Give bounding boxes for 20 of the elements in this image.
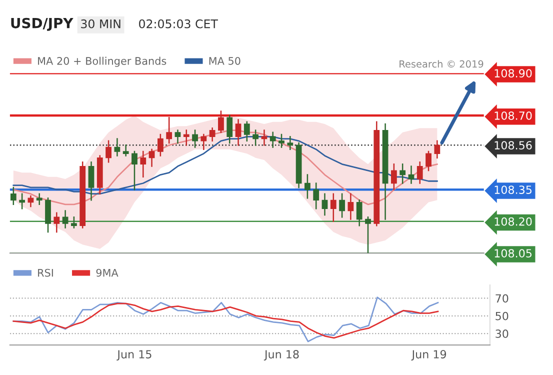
y-tick-label: 70 [496,294,508,303]
legend-label: MA 20 + Bollinger Bands [38,56,166,67]
y-tick-label: 108.05 [494,249,532,258]
x-tick-label: Jun 15 [116,350,152,361]
legend-label: 9MA [96,268,118,277]
text: 02:05:03 CET [139,19,218,28]
x-tick-label: Jun 19 [411,350,446,361]
y-tick-label: 50 [496,312,508,320]
y-tick-label: 108.56 [494,141,532,150]
y-tick-label: 108.90 [494,69,532,78]
y-tick-label: 30 [496,330,508,338]
legend-label: RSI [38,268,53,277]
chart-subtitle: 30 MIN [81,19,120,28]
x-tick-label: Jun 18 [264,350,299,361]
y-tick-label: 108.35 [494,186,532,194]
legend-label: MA 50 [209,56,240,65]
y-tick-label: 108.20 [494,217,532,226]
text: Research © 2019 [400,60,484,68]
y-tick-label: 108.70 [494,111,532,120]
chart-title: USD/JPY [11,18,74,31]
